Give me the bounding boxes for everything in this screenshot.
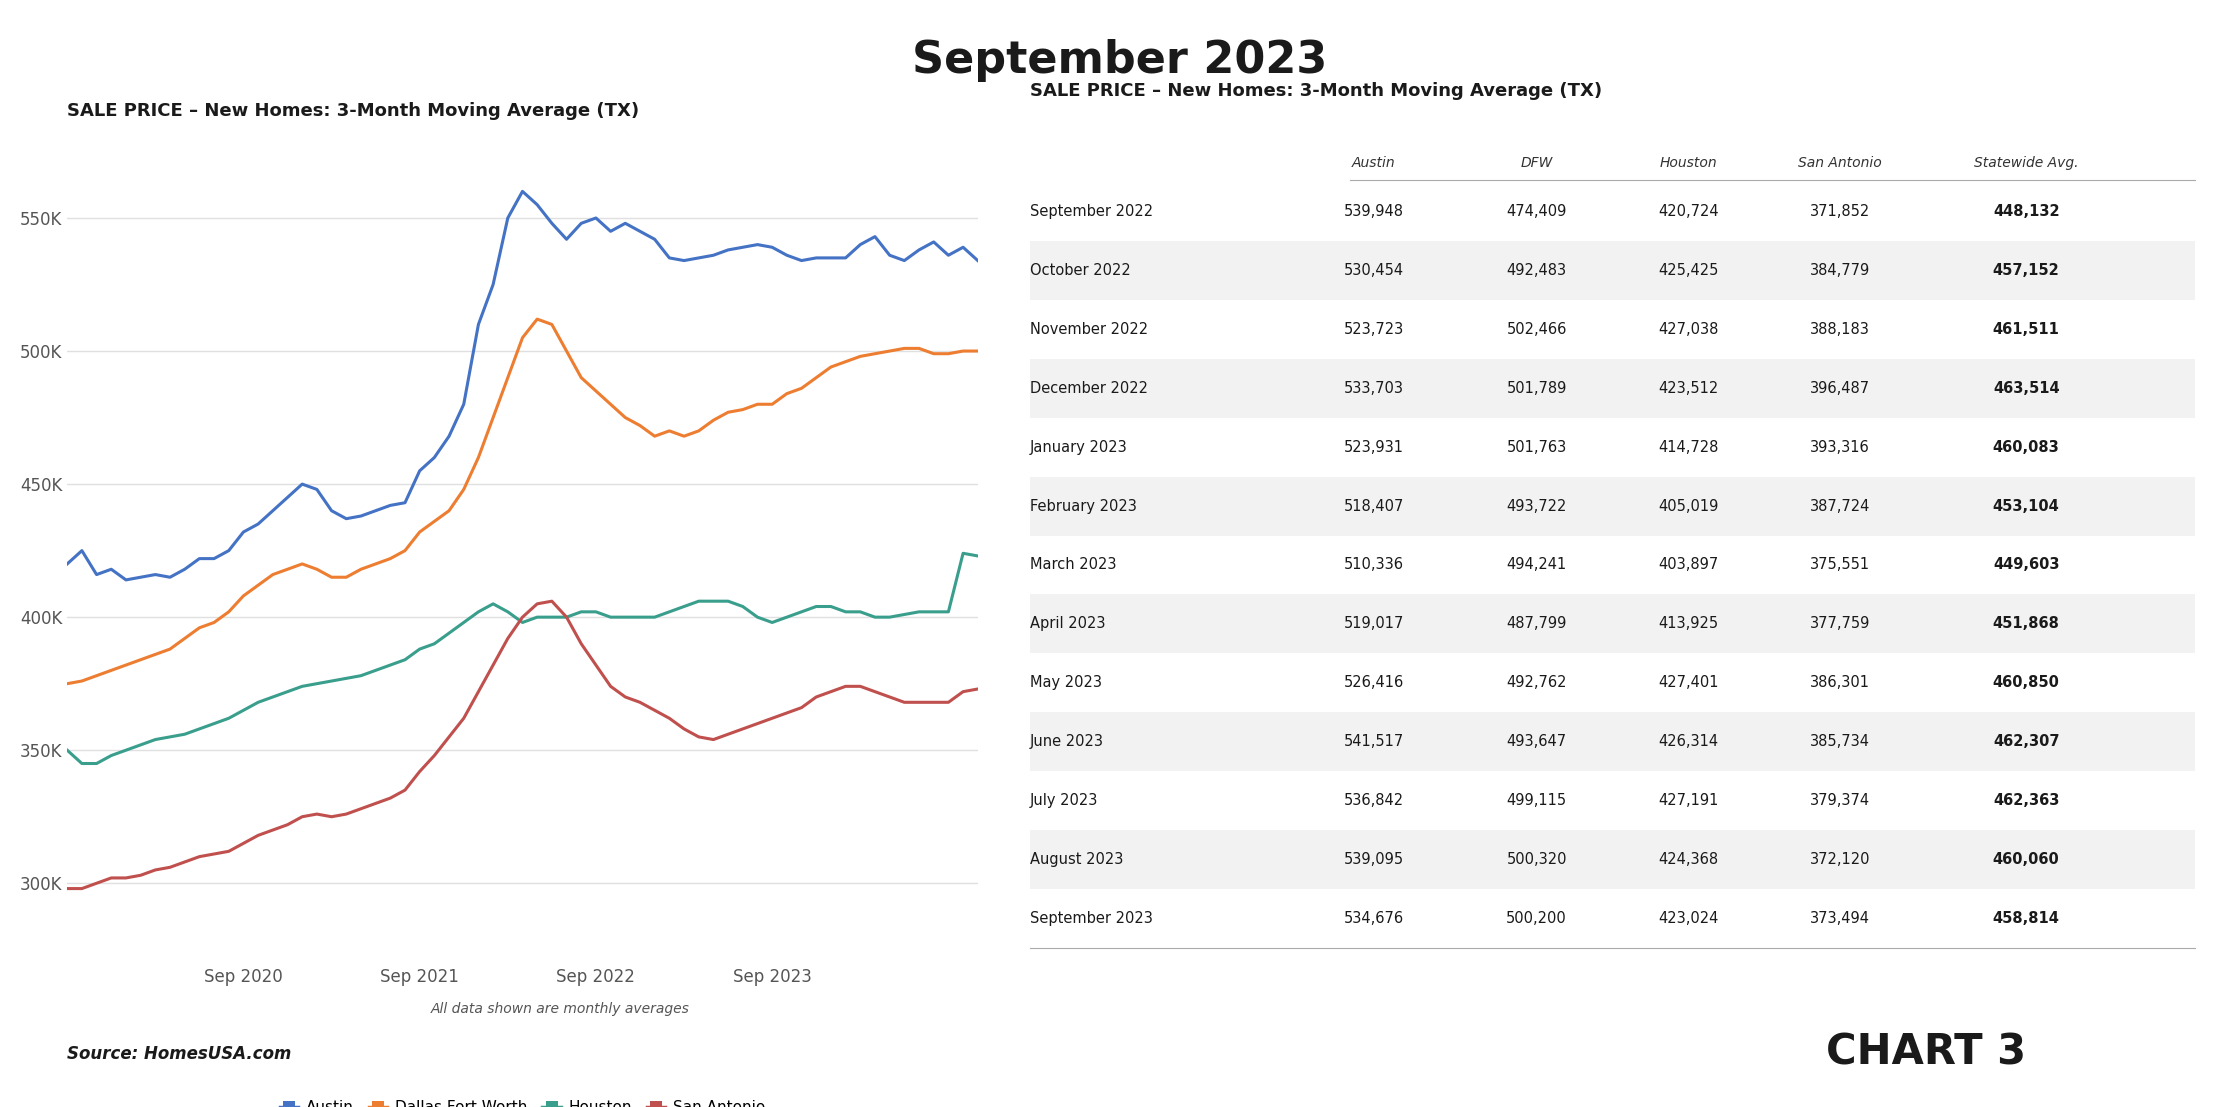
Text: 423,512: 423,512 xyxy=(1658,381,1718,395)
Text: 385,734: 385,734 xyxy=(1810,734,1870,749)
Text: 462,363: 462,363 xyxy=(1994,794,2059,808)
Text: 474,409: 474,409 xyxy=(1508,204,1566,219)
Text: 384,779: 384,779 xyxy=(1810,262,1870,278)
Text: 379,374: 379,374 xyxy=(1810,794,1870,808)
Text: SALE PRICE – New Homes: 3-Month Moving Average (TX): SALE PRICE – New Homes: 3-Month Moving A… xyxy=(67,102,638,121)
Text: 388,183: 388,183 xyxy=(1810,322,1870,337)
Text: 518,407: 518,407 xyxy=(1344,498,1404,514)
Text: 494,241: 494,241 xyxy=(1508,558,1566,572)
Text: 460,060: 460,060 xyxy=(1994,852,2059,867)
Text: Austin: Austin xyxy=(1351,156,1396,170)
Text: 523,723: 523,723 xyxy=(1344,322,1404,337)
Text: 462,307: 462,307 xyxy=(1994,734,2059,749)
Text: January 2023: January 2023 xyxy=(1030,439,1127,455)
Bar xyxy=(1030,594,2195,653)
Text: CHART 3: CHART 3 xyxy=(1826,1032,2027,1074)
Text: 451,868: 451,868 xyxy=(1994,617,2059,631)
Text: 460,850: 460,850 xyxy=(1994,675,2059,691)
Bar xyxy=(1030,830,2195,889)
Text: 424,368: 424,368 xyxy=(1658,852,1718,867)
Text: DFW: DFW xyxy=(1521,156,1552,170)
Bar xyxy=(1030,477,2195,536)
Text: 501,763: 501,763 xyxy=(1508,439,1566,455)
Text: 387,724: 387,724 xyxy=(1810,498,1870,514)
Text: 371,852: 371,852 xyxy=(1810,204,1870,219)
Text: 386,301: 386,301 xyxy=(1810,675,1870,691)
Text: 536,842: 536,842 xyxy=(1344,794,1404,808)
Text: Source: HomesUSA.com: Source: HomesUSA.com xyxy=(67,1045,291,1063)
Text: 457,152: 457,152 xyxy=(1994,262,2059,278)
Text: 493,722: 493,722 xyxy=(1508,498,1566,514)
Text: 523,931: 523,931 xyxy=(1344,439,1404,455)
Text: 500,320: 500,320 xyxy=(1508,852,1568,867)
Bar xyxy=(1030,713,2195,772)
Text: 414,728: 414,728 xyxy=(1658,439,1718,455)
Text: July 2023: July 2023 xyxy=(1030,794,1098,808)
Text: Houston: Houston xyxy=(1660,156,1718,170)
Text: 487,799: 487,799 xyxy=(1508,617,1566,631)
Text: March 2023: March 2023 xyxy=(1030,558,1116,572)
Text: 423,024: 423,024 xyxy=(1658,911,1718,927)
Text: September 2023: September 2023 xyxy=(912,39,1328,82)
Text: 396,487: 396,487 xyxy=(1810,381,1870,395)
Text: 526,416: 526,416 xyxy=(1344,675,1404,691)
Text: 453,104: 453,104 xyxy=(1994,498,2059,514)
Text: 499,115: 499,115 xyxy=(1508,794,1566,808)
Text: San Antonio: San Antonio xyxy=(1799,156,1882,170)
Text: 427,191: 427,191 xyxy=(1658,794,1718,808)
Text: November 2022: November 2022 xyxy=(1030,322,1147,337)
Text: 405,019: 405,019 xyxy=(1658,498,1718,514)
Bar xyxy=(1030,241,2195,300)
Text: 502,466: 502,466 xyxy=(1508,322,1566,337)
Legend: Austin, Dallas Fort Worth, Houston, San Antonio: Austin, Dallas Fort Worth, Houston, San … xyxy=(273,1095,771,1107)
Text: 449,603: 449,603 xyxy=(1994,558,2059,572)
Text: 500,200: 500,200 xyxy=(1505,911,1568,927)
Text: 539,948: 539,948 xyxy=(1344,204,1404,219)
Text: June 2023: June 2023 xyxy=(1030,734,1104,749)
Text: 375,551: 375,551 xyxy=(1810,558,1870,572)
Text: 372,120: 372,120 xyxy=(1810,852,1870,867)
Text: 373,494: 373,494 xyxy=(1810,911,1870,927)
Text: 492,483: 492,483 xyxy=(1508,262,1566,278)
Text: 427,401: 427,401 xyxy=(1658,675,1718,691)
Text: 426,314: 426,314 xyxy=(1658,734,1718,749)
Text: 448,132: 448,132 xyxy=(1994,204,2059,219)
Text: 427,038: 427,038 xyxy=(1658,322,1718,337)
Text: December 2022: December 2022 xyxy=(1030,381,1147,395)
Text: 461,511: 461,511 xyxy=(1994,322,2059,337)
Text: 501,789: 501,789 xyxy=(1508,381,1566,395)
Text: 413,925: 413,925 xyxy=(1658,617,1718,631)
Text: 377,759: 377,759 xyxy=(1810,617,1870,631)
Text: 530,454: 530,454 xyxy=(1344,262,1404,278)
Text: 420,724: 420,724 xyxy=(1658,204,1718,219)
Text: 458,814: 458,814 xyxy=(1994,911,2059,927)
Text: 539,095: 539,095 xyxy=(1344,852,1404,867)
Bar xyxy=(1030,359,2195,417)
Text: August 2023: August 2023 xyxy=(1030,852,1122,867)
Text: SALE PRICE – New Homes: 3-Month Moving Average (TX): SALE PRICE – New Homes: 3-Month Moving A… xyxy=(1030,82,1602,100)
Text: 541,517: 541,517 xyxy=(1344,734,1404,749)
Text: 493,647: 493,647 xyxy=(1508,734,1566,749)
Text: 460,083: 460,083 xyxy=(1994,439,2059,455)
Text: All data shown are monthly averages: All data shown are monthly averages xyxy=(430,1002,690,1016)
Text: 510,336: 510,336 xyxy=(1344,558,1404,572)
Text: October 2022: October 2022 xyxy=(1030,262,1131,278)
Text: 534,676: 534,676 xyxy=(1344,911,1404,927)
Text: 492,762: 492,762 xyxy=(1508,675,1568,691)
Text: 403,897: 403,897 xyxy=(1658,558,1718,572)
Text: February 2023: February 2023 xyxy=(1030,498,1136,514)
Text: Statewide Avg.: Statewide Avg. xyxy=(1973,156,2079,170)
Text: 463,514: 463,514 xyxy=(1994,381,2059,395)
Text: May 2023: May 2023 xyxy=(1030,675,1102,691)
Text: 519,017: 519,017 xyxy=(1344,617,1404,631)
Text: 533,703: 533,703 xyxy=(1344,381,1404,395)
Text: September 2023: September 2023 xyxy=(1030,911,1154,927)
Text: April 2023: April 2023 xyxy=(1030,617,1104,631)
Text: September 2022: September 2022 xyxy=(1030,204,1154,219)
Text: 393,316: 393,316 xyxy=(1810,439,1870,455)
Text: 425,425: 425,425 xyxy=(1658,262,1718,278)
